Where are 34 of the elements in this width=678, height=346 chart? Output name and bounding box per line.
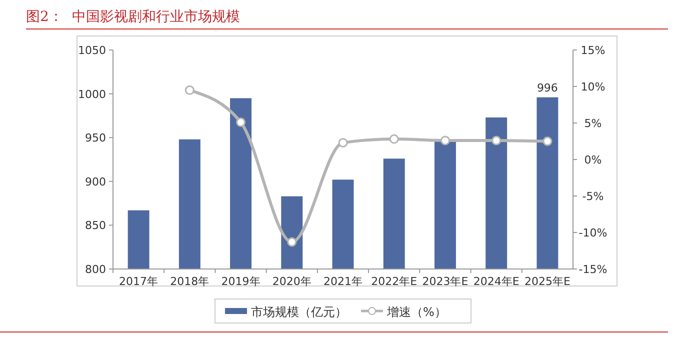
point [440, 136, 450, 146]
x-tick-label: 2025年E [524, 275, 570, 288]
point [492, 136, 502, 146]
y-tick-label: 850 [85, 219, 106, 232]
x-tick-label: 2020年 [272, 275, 312, 288]
y-tick-label: 800 [85, 263, 106, 276]
y2-tick-label: 5% [584, 117, 602, 130]
y2-tick-label: -5% [582, 190, 604, 203]
y-tick-label: 900 [85, 175, 106, 188]
y2-tick-label: 10% [580, 80, 606, 94]
y-tick-label: 1000 [78, 88, 106, 101]
x-tick-label: 2023年E [422, 275, 468, 288]
y2-tick-label: 0% [584, 154, 602, 166]
point [184, 85, 194, 95]
x-tick-label: 2017年 [119, 275, 158, 288]
y2-tick-label: 15% [580, 44, 606, 57]
x-tick-label: 2022年E [371, 275, 418, 288]
point [236, 118, 246, 128]
y2-tick-label: -15% [578, 263, 608, 276]
chart-title: 图2： 中国影视剧和行业市场规模 [26, 9, 240, 25]
y-tick-label: 1050 [78, 44, 106, 57]
point [389, 134, 399, 144]
data-label: 996 [536, 81, 558, 94]
point [542, 136, 552, 146]
x-tick-label: 2021年 [324, 275, 362, 288]
y2-tick-label: -10% [578, 226, 608, 240]
legend-label: 增速（%） [386, 305, 446, 319]
point [287, 237, 297, 247]
x-tick-label: 2019年 [221, 275, 260, 288]
legend-label: 市场规模（亿元） [251, 305, 347, 319]
y-tick-label: 950 [85, 132, 106, 145]
point [338, 138, 348, 148]
x-tick-label: 2018年 [170, 275, 210, 288]
x-tick-label: 2024年E [473, 275, 520, 288]
